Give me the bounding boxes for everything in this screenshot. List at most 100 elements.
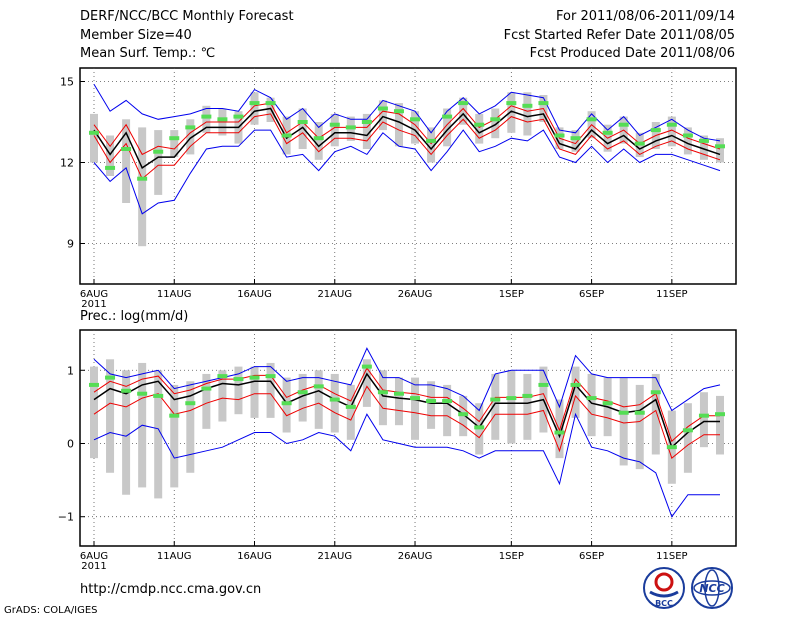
grads-credit: GrADS: COLA/IGES bbox=[4, 605, 98, 616]
temp-median-marker bbox=[345, 125, 356, 130]
prec-median-marker bbox=[121, 388, 132, 393]
temp-median-marker bbox=[698, 138, 709, 143]
temp-median-marker bbox=[634, 141, 645, 146]
temp-x-tick-label: 16AUG bbox=[237, 289, 272, 300]
prec-median-marker bbox=[715, 412, 725, 417]
temp-median-marker bbox=[297, 120, 308, 124]
prec-y-tick-label: −1 bbox=[58, 511, 74, 524]
temp-spread-box bbox=[523, 92, 532, 136]
temp-median-marker bbox=[490, 117, 501, 122]
temp-median-marker bbox=[153, 149, 164, 154]
prec-median-marker bbox=[393, 391, 404, 396]
prec-x-tick-label: 16AUG bbox=[237, 551, 272, 562]
temp-spread-box bbox=[394, 103, 403, 147]
prec-upper-line bbox=[93, 347, 721, 412]
prec-mean-line bbox=[93, 372, 720, 449]
prec-spread-box bbox=[314, 370, 323, 429]
member-size: Member Size=40 bbox=[80, 28, 192, 43]
temp-median-marker bbox=[458, 101, 469, 106]
prec-median-marker bbox=[297, 390, 308, 395]
prec-median-marker bbox=[137, 391, 148, 396]
temp-upper-quartile-line bbox=[93, 102, 721, 156]
source-url: http://cmdp.ncc.cma.gov.cn bbox=[80, 582, 262, 597]
prec-median-marker bbox=[586, 396, 597, 401]
temp-spread-box bbox=[330, 113, 339, 147]
prec-spread-box bbox=[90, 366, 98, 459]
temp-median-marker bbox=[426, 138, 437, 143]
ncc-logo-text: NCC bbox=[699, 582, 724, 595]
temp-x-tick-label: 26AUG bbox=[398, 289, 433, 300]
prec-median-marker bbox=[682, 428, 693, 433]
temp-spread-box bbox=[250, 92, 259, 125]
bcc-logo: BCC bbox=[643, 567, 685, 609]
temp-median-marker bbox=[249, 101, 260, 106]
prec-median-marker bbox=[698, 413, 709, 418]
temp-median-marker bbox=[554, 133, 565, 138]
prec-spread-box bbox=[186, 381, 195, 473]
temp-median-marker bbox=[602, 130, 613, 135]
prec-median-marker bbox=[570, 382, 581, 387]
prec-spread-box bbox=[683, 403, 692, 473]
prec-median-marker bbox=[201, 386, 212, 391]
bcc-logo-text: BCC bbox=[655, 599, 673, 608]
prec-spread-box bbox=[122, 370, 131, 495]
prec-spread-box bbox=[394, 377, 403, 426]
prec-spread-box bbox=[378, 370, 387, 426]
temp-spread-box bbox=[170, 130, 179, 158]
temp-spread-box bbox=[186, 119, 195, 155]
prec-spread-box bbox=[154, 370, 163, 499]
prec-spread-box bbox=[523, 373, 532, 440]
prec-median-marker bbox=[410, 396, 421, 401]
prec-median-marker bbox=[249, 375, 260, 380]
prec-spread-box bbox=[587, 373, 596, 437]
prec-y-tick-label: 0 bbox=[67, 437, 74, 450]
prec-median-marker bbox=[634, 410, 645, 415]
temp-median-marker bbox=[121, 147, 132, 151]
prec-median-marker bbox=[618, 410, 629, 415]
temp-median-marker bbox=[410, 117, 421, 122]
prec-spread-box bbox=[619, 377, 628, 466]
prec-median-marker bbox=[554, 430, 565, 435]
prec-median-marker bbox=[361, 364, 372, 369]
prec-spread-box bbox=[234, 366, 243, 415]
temp-spread-box bbox=[314, 122, 323, 160]
temp-spread-box bbox=[716, 138, 724, 163]
temp-spread-box bbox=[202, 105, 211, 133]
prec-median-marker bbox=[490, 397, 501, 402]
prec-plot-frame bbox=[79, 329, 737, 547]
temp-spread-box bbox=[683, 127, 692, 155]
temp-median-marker bbox=[265, 101, 276, 106]
temp-upper-line bbox=[93, 83, 721, 142]
temp-median-marker bbox=[570, 136, 581, 141]
prec-spread-box bbox=[218, 370, 227, 422]
temp-median-marker bbox=[233, 114, 244, 119]
temp-median-marker bbox=[201, 114, 212, 119]
prec-median-marker bbox=[185, 401, 196, 406]
temp-median-marker bbox=[89, 130, 99, 135]
prec-spread-box bbox=[362, 359, 371, 407]
temp-median-marker bbox=[281, 133, 292, 138]
prec-x-tick-label: 21AUG bbox=[317, 551, 352, 562]
prec-upper-quartile-line bbox=[93, 367, 720, 443]
prec-median-marker bbox=[169, 413, 180, 418]
prec-median-marker bbox=[538, 382, 549, 387]
temp-median-marker bbox=[442, 114, 453, 119]
prec-median-marker bbox=[522, 393, 533, 398]
prec-median-marker bbox=[442, 399, 453, 404]
temp-x-tick-label: 11SEP bbox=[656, 289, 687, 300]
temp-spread-box bbox=[106, 135, 115, 176]
temp-spread-box bbox=[443, 108, 452, 147]
precipitation-variable-label: Prec.: log(mm/d) bbox=[80, 309, 189, 324]
temp-median-marker bbox=[361, 120, 372, 124]
temp-spread-box bbox=[699, 135, 708, 160]
prec-spread-box bbox=[202, 373, 211, 429]
temp-spread-box bbox=[571, 130, 580, 152]
temp-median-marker bbox=[137, 176, 148, 181]
prec-x-tick-label: 11AUG bbox=[157, 551, 192, 562]
prec-median-marker bbox=[89, 382, 99, 387]
temp-median-marker bbox=[715, 144, 725, 149]
prec-spread-box bbox=[571, 366, 580, 418]
temp-lower-quartile-line bbox=[93, 113, 721, 180]
prec-median-marker bbox=[377, 390, 388, 395]
prec-x-tick-label: 6SEP bbox=[579, 551, 604, 562]
